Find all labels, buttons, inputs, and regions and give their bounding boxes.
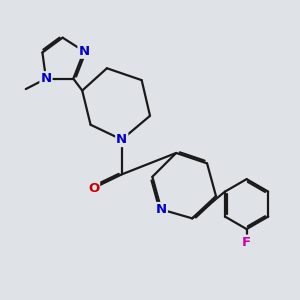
Text: F: F [242,236,251,249]
Text: N: N [79,45,90,58]
Text: N: N [156,203,167,216]
Text: N: N [116,133,127,146]
Text: O: O [88,182,99,194]
Text: N: N [40,72,52,85]
